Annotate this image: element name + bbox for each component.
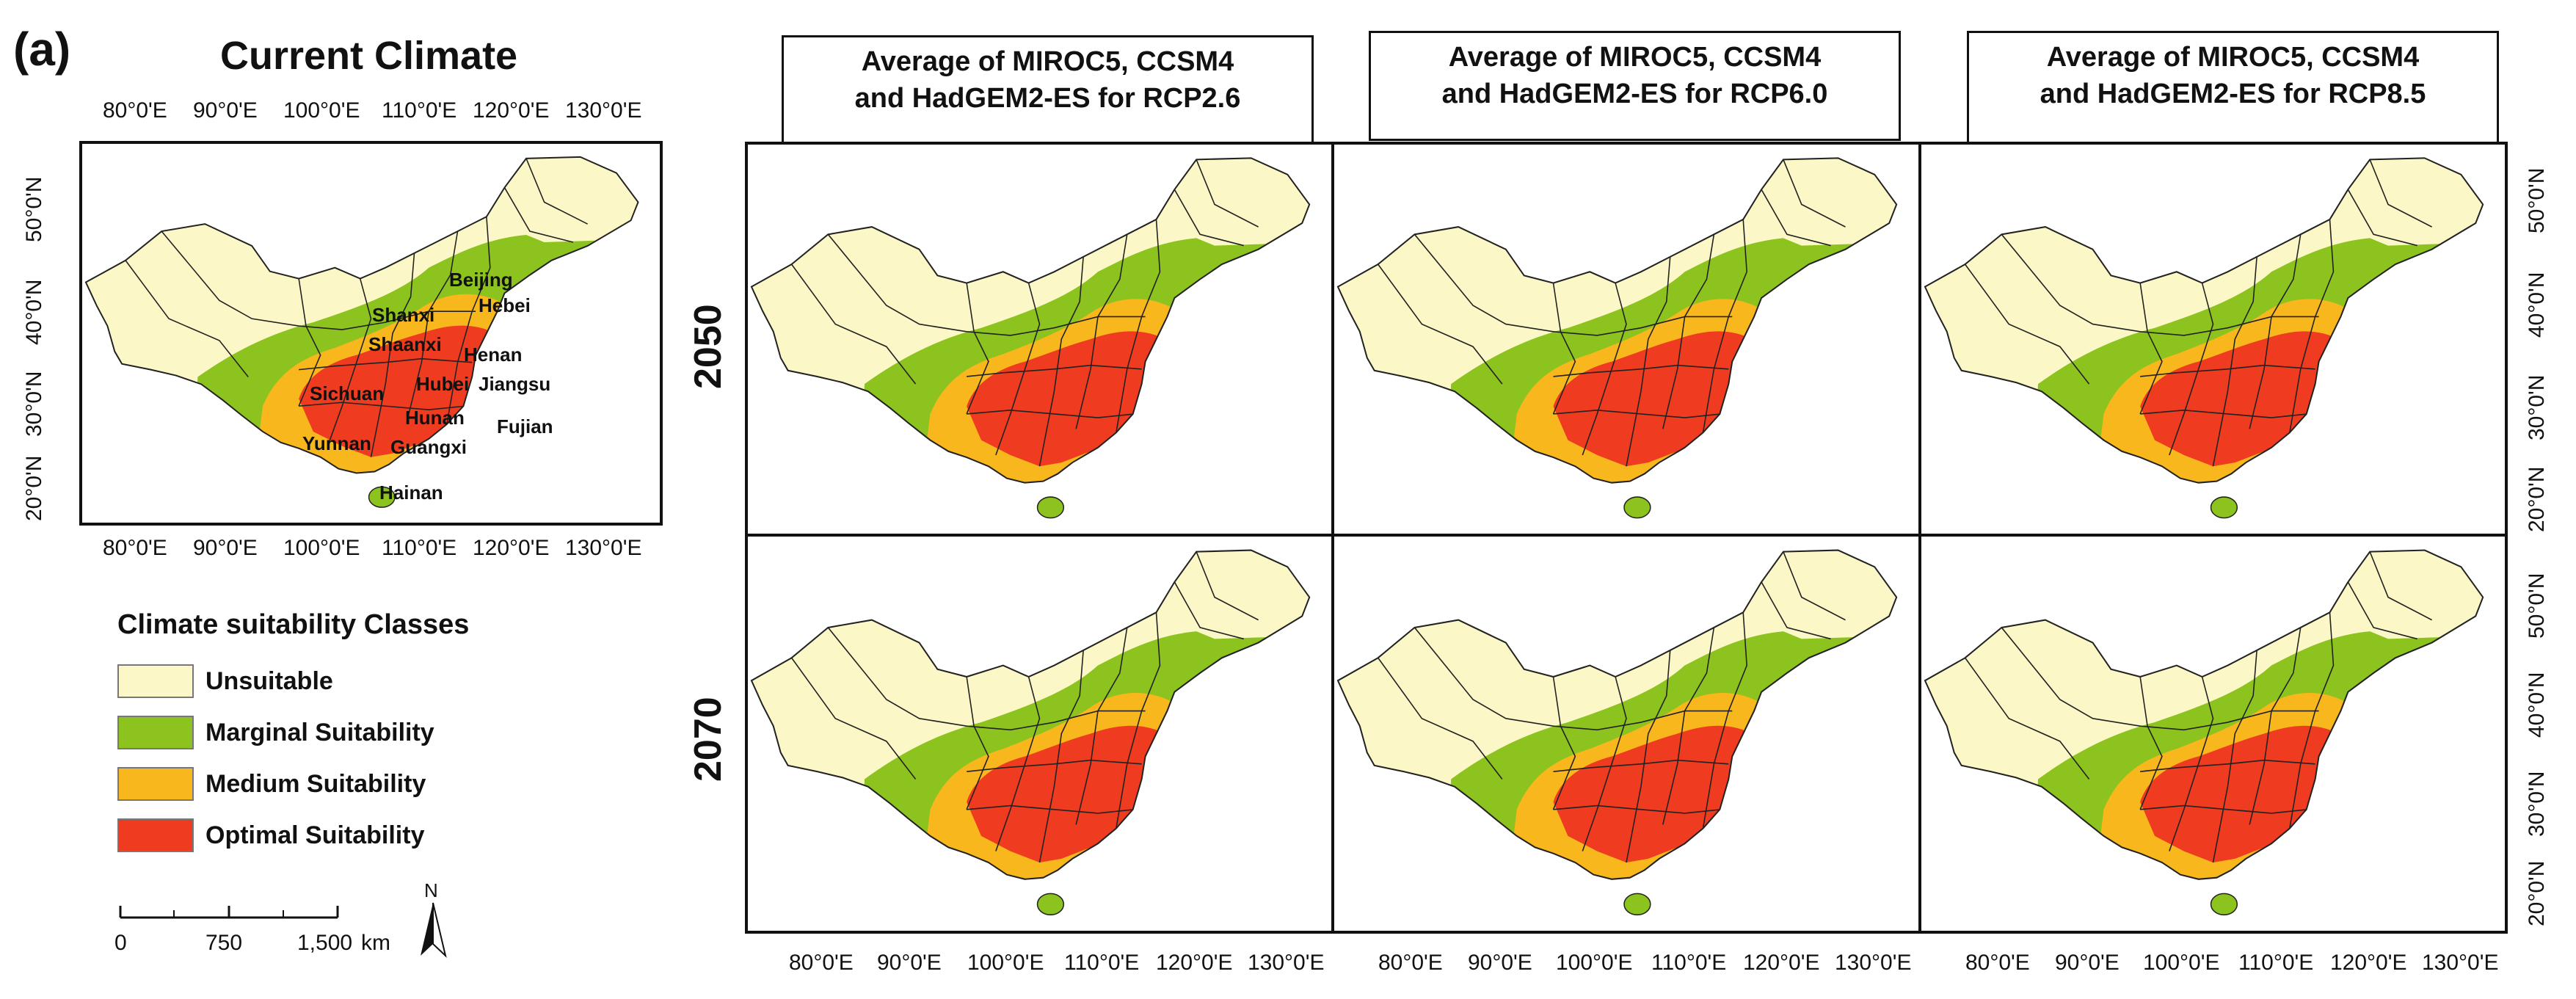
legend-label: Marginal Suitability [205, 719, 434, 746]
map-rcp60-2070 [1331, 534, 1921, 934]
lat-tick-right: 40°0'N [2525, 672, 2549, 738]
scenario-title-rcp26: Average of MIROC5, CCSM4 and HadGEM2-ES … [782, 35, 1314, 145]
scale-label: 0 [114, 931, 127, 955]
scale-label: 1,500 [297, 931, 353, 955]
lon-tick-grid: 130°0'E [1835, 951, 1912, 975]
lon-tick-grid: 90°0'E [877, 951, 942, 975]
map-china-rcp60-2050 [1334, 145, 1918, 534]
lon-tick-grid: 100°0'E [2143, 951, 2220, 975]
province-label: Hubei [416, 373, 470, 395]
legend-label: Unsuitable [205, 667, 333, 695]
lon-tick-top: 110°0'E [382, 98, 457, 123]
map-rcp85-2070 [1918, 534, 2508, 934]
map-rcp26-2070 [745, 534, 1334, 934]
lat-tick-right: 50°0'N [2525, 573, 2549, 639]
lon-tick-top: 80°0'E [103, 98, 167, 123]
lat-tick-right: 20°0'N [2525, 860, 2549, 926]
lat-tick-right: 30°0'N [2525, 374, 2549, 440]
province-label: Hunan [405, 407, 465, 429]
province-label: Jiangsu [479, 373, 551, 395]
scenario-title-line1: Average of MIROC5, CCSM4 [861, 46, 1234, 77]
lon-tick-grid: 130°0'E [1248, 951, 1325, 975]
scenario-title-line1: Average of MIROC5, CCSM4 [2046, 42, 2420, 73]
lon-tick-bottom: 100°0'E [283, 536, 360, 560]
lon-tick-top: 90°0'E [193, 98, 258, 123]
map-rcp60-2050 [1331, 142, 1921, 537]
lon-tick-grid: 100°0'E [967, 951, 1044, 975]
lat-tick-right: 30°0'N [2525, 771, 2549, 837]
legend-label: Medium Suitability [205, 770, 426, 798]
north-label: N [424, 879, 438, 901]
scenario-title-rcp85: Average of MIROC5, CCSM4 and HadGEM2-ES … [1967, 31, 2499, 145]
lon-tick-grid: 110°0'E [1651, 951, 1727, 975]
map-china-rcp60-2070 [1334, 537, 1918, 931]
province-label: Shaanxi [368, 333, 442, 355]
lat-tick-right: 40°0'N [2525, 272, 2549, 338]
scenario-title-line1: Average of MIROC5, CCSM4 [1448, 42, 1822, 73]
current-climate-title: Current Climate [220, 34, 518, 78]
scale-label: 750 [205, 931, 243, 955]
lat-tick-left: 50°0'N [22, 176, 46, 242]
lon-tick-bottom: 110°0'E [382, 536, 457, 560]
province-label: Fujian [497, 415, 553, 437]
lat-tick-left: 30°0'N [22, 371, 46, 437]
lon-tick-grid: 120°0'E [1743, 951, 1820, 975]
lon-tick-top: 120°0'E [473, 98, 550, 123]
map-rcp85-2050 [1918, 142, 2508, 537]
province-label: Guangxi [390, 436, 467, 458]
lon-tick-grid: 130°0'E [2422, 951, 2499, 975]
lon-tick-bottom: 120°0'E [473, 536, 550, 560]
lon-tick-bottom: 130°0'E [565, 536, 642, 560]
lat-tick-left: 20°0'N [22, 455, 46, 521]
scale-bar [119, 906, 339, 919]
lon-tick-grid: 80°0'E [789, 951, 854, 975]
year-label-2070: 2070 [687, 697, 729, 782]
scenario-title-rcp60: Average of MIROC5, CCSM4 and HadGEM2-ES … [1369, 31, 1901, 141]
province-label: Yunnan [302, 432, 371, 454]
map-china-rcp26-2050 [748, 145, 1331, 534]
legend-swatch [117, 716, 194, 749]
map-china-rcp85-2070 [1921, 537, 2505, 931]
map-rcp26-2050 [745, 142, 1334, 537]
lon-tick-grid: 120°0'E [1156, 951, 1233, 975]
lon-tick-grid: 80°0'E [1378, 951, 1443, 975]
map-china-rcp85-2050 [1921, 145, 2505, 534]
map-china-rcp26-2070 [748, 537, 1331, 931]
lon-tick-grid: 80°0'E [1965, 951, 2030, 975]
legend-label: Optimal Suitability [205, 821, 425, 849]
province-label: Hainan [379, 482, 443, 504]
province-label: Shanxi [372, 304, 435, 326]
lat-tick-right: 20°0'N [2525, 466, 2549, 532]
lon-tick-grid: 90°0'E [2055, 951, 2120, 975]
current-climate-map: Beijing Hebei Shanxi Shaanxi Henan Sichu… [79, 141, 663, 526]
lat-tick-left: 40°0'N [22, 279, 46, 345]
north-arrow-icon [421, 902, 447, 959]
lon-tick-grid: 120°0'E [2330, 951, 2407, 975]
panel-label: (a) [13, 23, 71, 76]
lon-tick-grid: 100°0'E [1556, 951, 1633, 975]
scale-unit: km [361, 931, 390, 955]
province-label: Henan [464, 344, 523, 366]
legend-swatch [117, 767, 194, 801]
lon-tick-grid: 110°0'E [2238, 951, 2314, 975]
province-label: Beijing [449, 269, 513, 291]
scenario-title-line2: and HadGEM2-ES for RCP8.5 [2040, 79, 2426, 109]
lon-tick-top: 130°0'E [565, 98, 642, 123]
province-label: Hebei [479, 294, 531, 316]
legend-title: Climate suitability Classes [117, 609, 470, 640]
legend-swatch [117, 818, 194, 852]
province-label: Sichuan [310, 382, 385, 404]
lon-tick-bottom: 80°0'E [103, 536, 167, 560]
legend-swatch [117, 664, 194, 698]
lon-tick-top: 100°0'E [283, 98, 360, 123]
year-label-2050: 2050 [687, 304, 729, 389]
lon-tick-bottom: 90°0'E [193, 536, 258, 560]
lat-tick-right: 50°0'N [2525, 167, 2549, 233]
lon-tick-grid: 90°0'E [1468, 951, 1532, 975]
lon-tick-grid: 110°0'E [1064, 951, 1140, 975]
scenario-title-line2: and HadGEM2-ES for RCP2.6 [854, 83, 1241, 114]
scenario-title-line2: and HadGEM2-ES for RCP6.0 [1441, 79, 1828, 109]
